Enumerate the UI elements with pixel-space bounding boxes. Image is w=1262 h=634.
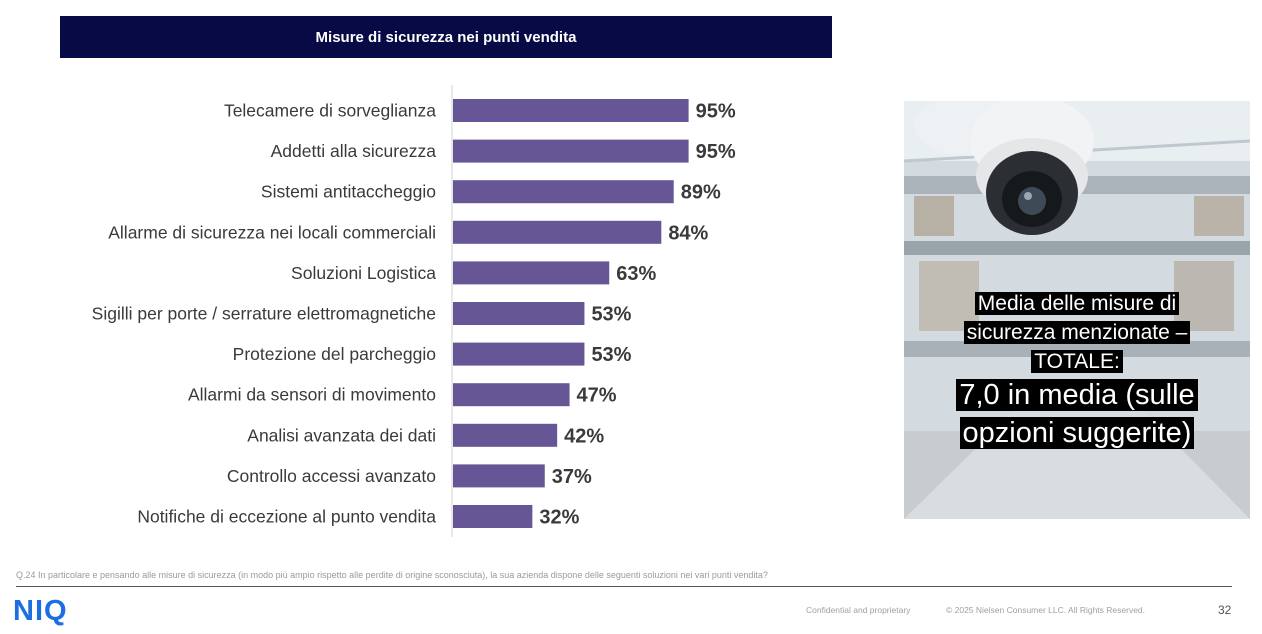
bar: [453, 99, 689, 122]
value-label: 42%: [564, 425, 604, 447]
bar: [453, 220, 662, 244]
category-label: Analisi avanzata dei dati: [247, 425, 436, 445]
bar: [453, 342, 585, 366]
category-label: Notifiche di eccezione al punto vendita: [137, 507, 436, 527]
chart-title: Misure di sicurezza nei punti vendita: [315, 28, 577, 46]
callout-line-5: opzioni suggerite): [959, 417, 1195, 449]
bar: [453, 180, 674, 204]
callout-line-3: TOTALE:: [1031, 350, 1123, 373]
category-label: Controllo accessi avanzato: [227, 466, 436, 486]
value-label: 84%: [668, 222, 708, 244]
value-label: 53%: [591, 304, 631, 326]
mall-illustration: [904, 101, 1250, 519]
bar: [453, 464, 545, 488]
category-label: Soluzioni Logistica: [291, 263, 436, 283]
bar: [453, 302, 585, 325]
average-callout: Media delle misure di sicurezza menziona…: [904, 289, 1250, 452]
category-label: Allarmi da sensori di movimento: [188, 385, 436, 405]
bar: [453, 423, 558, 447]
bar-chart: Telecamere di sorveglianza 95% Addetti all…: [92, 85, 736, 537]
category-label: Sistemi antitaccheggio: [261, 182, 436, 202]
question-footnote: Q.24 In particolare e pensando alle misu…: [16, 570, 768, 580]
bar: [453, 383, 570, 407]
value-label: 63%: [616, 263, 656, 285]
copyright-text: © 2025 Nielsen Consumer LLC. All Rights …: [946, 605, 1146, 615]
page-number: 32: [1218, 603, 1232, 617]
value-label: 32%: [539, 507, 579, 529]
category-label: Allarme di sicurezza nei locali commerci…: [108, 222, 436, 242]
value-label: 95%: [696, 101, 736, 123]
bar: [453, 139, 689, 163]
security-camera-photo: Media delle misure di sicurezza menziona…: [904, 101, 1250, 519]
niq-logo: NIQ: [13, 595, 68, 627]
value-label: 95%: [696, 141, 736, 163]
value-label: 89%: [681, 182, 721, 204]
value-label: 37%: [552, 466, 592, 488]
callout-line-2: sicurezza menzionate –: [963, 321, 1191, 344]
category-label: Telecamere di sorveglianza: [224, 101, 436, 121]
category-label: Protezione del parcheggio: [233, 344, 436, 364]
bar: [453, 261, 610, 285]
category-label: Addetti alla sicurezza: [271, 141, 437, 161]
callout-line-1: Media delle misure di: [974, 292, 1180, 315]
category-label: Sigilli per porte / serrature elettromag…: [92, 304, 436, 324]
chart-title-banner: Misure di sicurezza nei punti vendita: [60, 16, 832, 58]
confidential-text: Confidential and proprietary: [806, 605, 911, 615]
callout-line-4: 7,0 in media (sulle: [956, 379, 1198, 411]
footer-divider: [16, 586, 1232, 587]
value-label: 53%: [591, 344, 631, 366]
bar: [453, 505, 533, 528]
value-label: 47%: [577, 385, 617, 407]
